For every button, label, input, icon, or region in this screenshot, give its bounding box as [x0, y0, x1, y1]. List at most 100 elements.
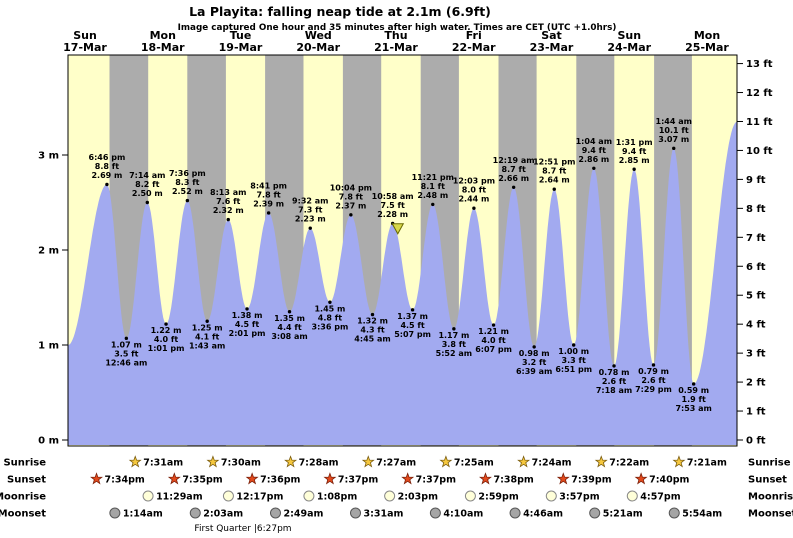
sunrise-row-label-left: Sunrise	[3, 458, 46, 469]
tide-extreme-dot	[287, 310, 292, 314]
high-tide-annotation: 8:13 am	[210, 188, 246, 197]
right-axis-tick-label: 10 ft	[746, 146, 773, 157]
high-tide-annotation: 8.2 ft	[135, 180, 159, 189]
sunset-time: 7:38pm	[493, 475, 533, 486]
tide-extreme-dot	[491, 323, 496, 327]
moonset-circle-icon	[350, 507, 362, 519]
right-axis-tick-label: 12 ft	[746, 88, 773, 99]
moonset-time: 4:10am	[443, 509, 483, 520]
low-tide-annotation: 1.07 m	[111, 340, 142, 349]
high-tide-annotation: 8:41 pm	[250, 181, 287, 190]
tide-extreme-dot	[632, 167, 636, 171]
tide-extreme-dot	[370, 312, 375, 317]
moonrise-circle-icon	[464, 490, 476, 502]
high-tide-annotation: 2.85 m	[619, 156, 650, 165]
low-tide-annotation: 5:52 am	[436, 349, 472, 358]
sunset-time: 7:35pm	[182, 475, 222, 486]
tide-extreme-dot	[164, 322, 168, 326]
day-label-name: Fri	[466, 29, 482, 42]
low-tide-annotation: 1:43 am	[189, 341, 225, 350]
sunset-time: 7:40pm	[649, 475, 689, 486]
sunset-star-icon	[245, 472, 259, 485]
high-tide-annotation: 10:58 am	[372, 192, 414, 201]
right-axis-tick-label: 13 ft	[746, 59, 773, 70]
high-tide-annotation: 7.5 ft	[381, 201, 405, 210]
high-tide-annotation: 1:31 pm	[616, 138, 653, 147]
day-label-name: Mon	[694, 29, 720, 42]
left-axis-tick-label: 1 m	[38, 341, 59, 352]
low-tide-annotation: 4.0 ft	[481, 336, 505, 345]
high-tide-annotation: 2.48 m	[417, 191, 448, 200]
tide-extreme-dot	[431, 202, 435, 207]
low-tide-annotation: 4.0 ft	[154, 335, 178, 344]
low-tide-annotation: 3.3 ft	[562, 356, 586, 365]
low-tide-annotation: 4.8 ft	[318, 313, 342, 322]
tide-extreme-dot	[245, 307, 249, 311]
moonset-circle-icon	[189, 507, 201, 519]
sunrise-time: 7:27am	[376, 458, 416, 469]
low-tide-annotation: 1.22 m	[151, 326, 182, 335]
day-label-name: Thu	[384, 29, 407, 42]
day-label-name: Sat	[541, 29, 562, 42]
high-tide-annotation: 8.8 ft	[95, 162, 119, 171]
sunset-star-icon	[556, 472, 570, 485]
tide-curve-area	[68, 121, 737, 446]
tide-extreme-dot	[612, 364, 616, 368]
high-tide-annotation: 1:44 am	[656, 117, 692, 126]
sunrise-star-icon	[361, 455, 375, 468]
tide-extreme-dot	[452, 327, 456, 331]
low-tide-annotation: 1.32 m	[357, 317, 388, 326]
tide-extreme-dot	[672, 146, 676, 151]
moonrise-time: 1:08pm	[317, 492, 357, 503]
day-label-date: 23-Mar	[530, 41, 574, 54]
moonset-time: 2:03am	[203, 509, 243, 520]
day-label-name: Mon	[150, 29, 176, 42]
moonset-time: 4:46am	[523, 509, 563, 520]
tide-extreme-dot	[691, 382, 696, 386]
moonset-row-label-left: Moonset	[0, 509, 46, 520]
high-tide-annotation: 2.28 m	[377, 210, 408, 219]
left-axis-tick-label: 3 m	[38, 151, 59, 162]
sunrise-star-icon	[672, 455, 686, 468]
low-tide-annotation: 1:01 pm	[148, 344, 185, 353]
low-tide-annotation: 1.00 m	[558, 347, 589, 356]
day-label-name: Sun	[73, 29, 97, 42]
sunset-time: 7:34pm	[105, 475, 145, 486]
high-tide-annotation: 9.4 ft	[622, 147, 646, 156]
right-axis-tick-label: 3 ft	[746, 349, 766, 360]
low-tide-annotation: 6:07 pm	[475, 345, 512, 354]
sunrise-row-label-right: Sunrise	[748, 458, 791, 469]
high-tide-annotation: 7.6 ft	[216, 197, 240, 206]
moonrise-time: 3:57pm	[559, 492, 599, 503]
high-tide-annotation: 10.1 ft	[659, 126, 689, 135]
tide-extreme-dot	[124, 336, 129, 341]
tide-extreme-dot	[105, 182, 109, 187]
tide-extreme-dot	[349, 213, 353, 217]
low-tide-annotation: 1.45 m	[314, 304, 345, 313]
tide-extreme-dot	[511, 185, 516, 189]
low-tide-annotation: 12:46 am	[105, 358, 147, 367]
high-tide-annotation: 7:14 am	[129, 171, 165, 180]
low-tide-annotation: 4.5 ft	[235, 320, 259, 329]
low-tide-annotation: 0.98 m	[519, 349, 550, 358]
moonrise-circle-icon	[384, 490, 396, 502]
high-tide-annotation: 7.8 ft	[256, 190, 280, 199]
high-tide-annotation: 8.3 ft	[175, 178, 199, 187]
moonrise-time: 2:03pm	[398, 492, 438, 503]
high-tide-annotation: 8.7 ft	[542, 167, 566, 176]
high-tide-annotation: 12:51 pm	[533, 158, 575, 167]
sunset-star-icon	[479, 472, 492, 485]
moonset-circle-icon	[269, 507, 281, 519]
right-axis-tick-label: 8 ft	[746, 204, 766, 215]
right-axis-tick-label: 7 ft	[746, 233, 766, 244]
moonset-time: 5:54am	[682, 509, 722, 520]
right-axis-tick-label: 0 ft	[746, 436, 766, 447]
low-tide-annotation: 4.5 ft	[400, 321, 424, 330]
low-tide-annotation: 4.3 ft	[360, 326, 384, 335]
day-label-date: 19-Mar	[219, 41, 263, 54]
tide-extreme-dot	[145, 200, 150, 205]
sunrise-time: 7:21am	[687, 458, 727, 469]
high-tide-annotation: 2.44 m	[458, 195, 489, 204]
day-label-date: 18-Mar	[141, 41, 185, 54]
